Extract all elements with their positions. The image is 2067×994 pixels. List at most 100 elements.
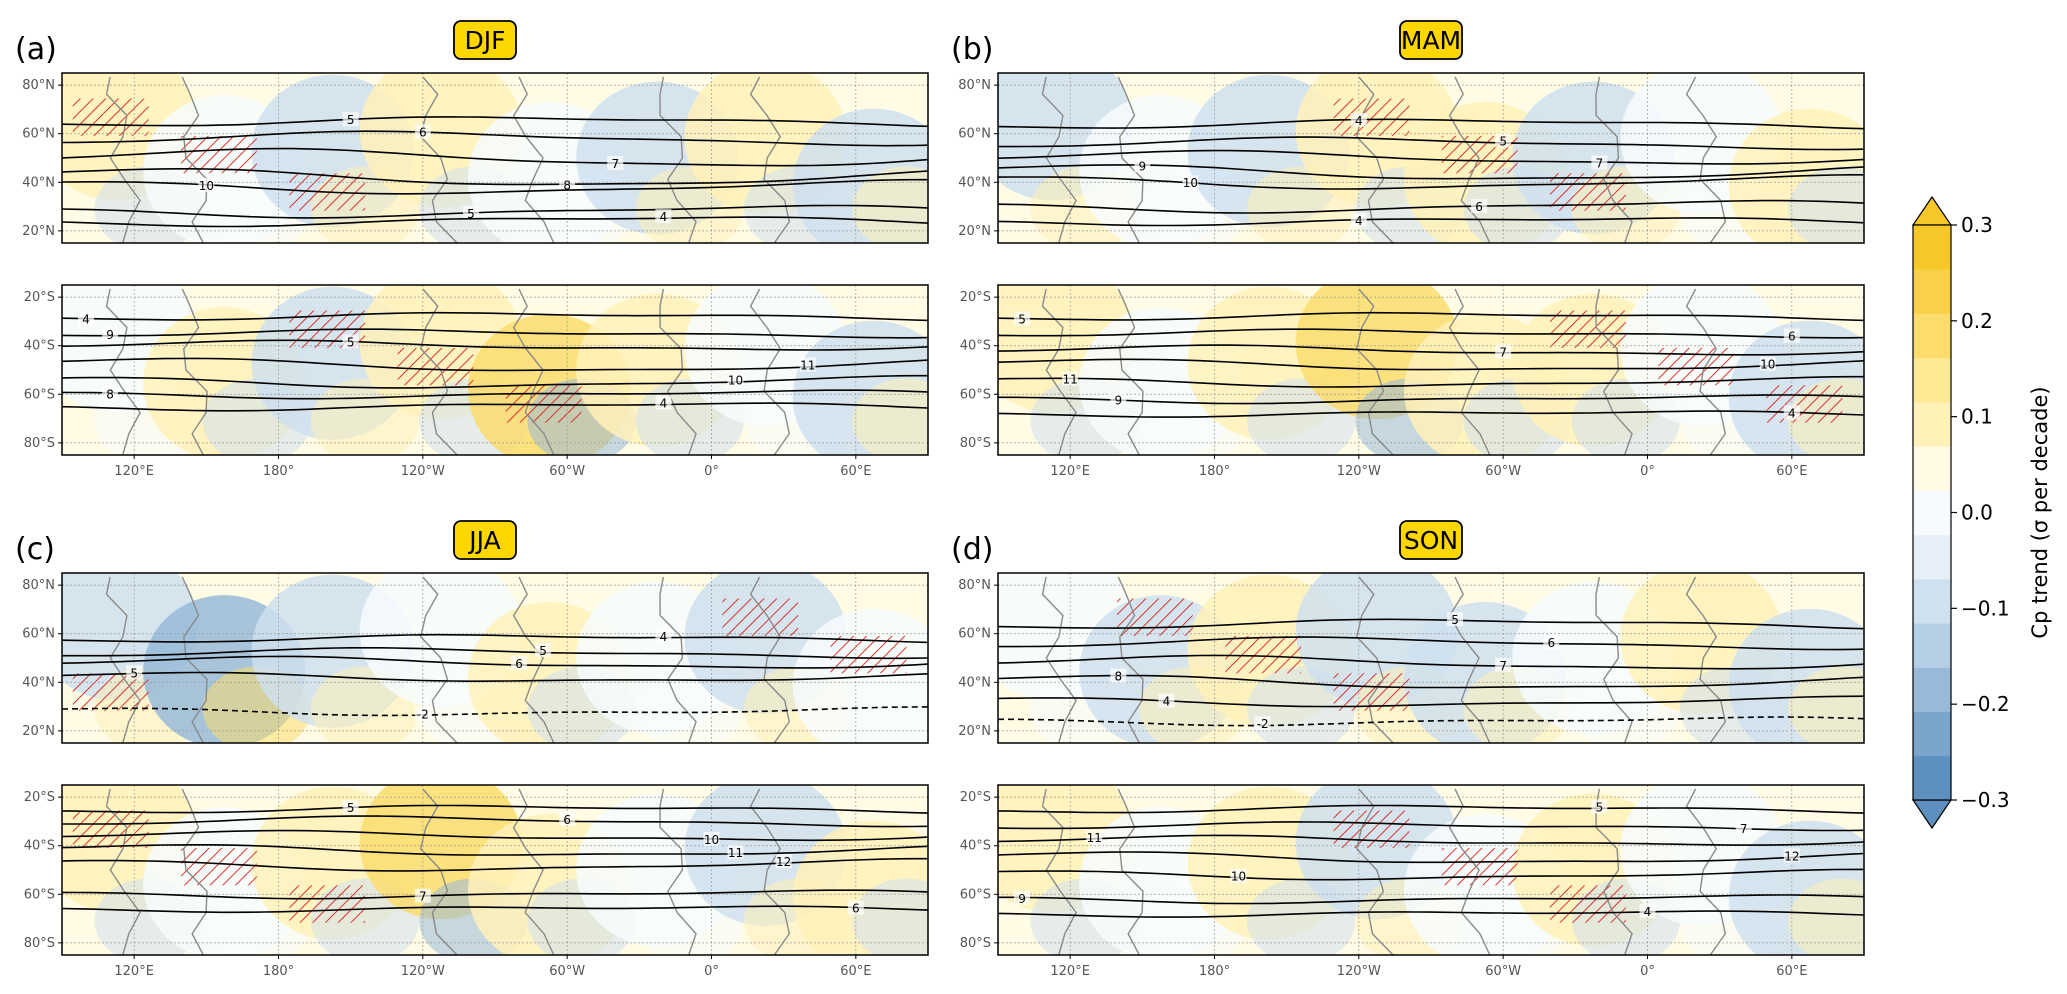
contour-label: 9 xyxy=(1139,159,1147,173)
x-tick-label: 120°W xyxy=(1337,464,1381,479)
contour-label: 7 xyxy=(1740,822,1748,836)
colorbar-segment xyxy=(1913,446,1951,491)
x-tick-label: 60°W xyxy=(1485,964,1521,979)
contour-line xyxy=(62,311,928,322)
contour-line xyxy=(998,636,1864,651)
map-frame xyxy=(61,572,929,744)
contour-label: 11 xyxy=(1063,373,1078,387)
colorbar-label: Cp trend (σ per decade) xyxy=(2028,386,2052,638)
contour-label: 6 xyxy=(563,813,571,827)
x-tick-label: 120°E xyxy=(1050,964,1090,979)
contour-line xyxy=(998,654,1864,670)
panel-label: (a) xyxy=(15,32,57,67)
trend-region xyxy=(852,166,928,243)
map-frame xyxy=(61,284,929,456)
contour-line xyxy=(998,136,1864,151)
colorbar-segment xyxy=(1913,578,1951,624)
contour-line xyxy=(998,118,1864,130)
season-badge xyxy=(453,520,517,560)
contour-label: 7 xyxy=(611,157,619,171)
colorbar-segment xyxy=(1913,755,1951,801)
contour-label: 4 xyxy=(660,210,668,224)
x-tick-label: 60°E xyxy=(840,964,871,979)
contour-line xyxy=(998,311,1864,322)
colorbar-segment xyxy=(1913,534,1951,580)
contour-line xyxy=(998,344,1864,356)
x-tick-label: 120°W xyxy=(401,964,445,979)
y-tick-label: 20°N xyxy=(22,224,55,239)
contour-line xyxy=(998,410,1864,418)
colorbar-segment xyxy=(1913,711,1951,757)
contour-line xyxy=(998,716,1864,727)
panel-son: (d) SON xyxy=(951,520,1463,567)
contour-label: 4 xyxy=(82,313,90,327)
contour-line xyxy=(998,618,1864,630)
contour-label: -2 xyxy=(1257,717,1269,731)
colorbar: 0.3 0.2 0.1 0.0 −0.1 −0.2 −0.3 Cp trend (σ per … xyxy=(1911,195,2052,830)
contour-label: 9 xyxy=(106,328,114,342)
contour-line xyxy=(62,168,928,186)
trend-region xyxy=(1788,666,1864,743)
trend-region xyxy=(852,666,928,743)
significance-hatch xyxy=(72,98,149,136)
coastline xyxy=(105,76,791,243)
contour-line xyxy=(998,695,1864,708)
contour-line xyxy=(998,394,1864,405)
contour-line xyxy=(62,402,928,412)
x-tick-label: 0° xyxy=(704,464,719,479)
contour-label: 8 xyxy=(106,387,114,401)
contour-line xyxy=(62,328,928,339)
contour-label: 5 xyxy=(1451,613,1459,627)
x-tick-label: 120°W xyxy=(1337,964,1381,979)
contour-label: 4 xyxy=(660,396,668,410)
map-frame xyxy=(997,784,1865,956)
contour-label: 4 xyxy=(1355,114,1363,128)
significance-hatch xyxy=(1225,635,1302,674)
season-badge xyxy=(1399,20,1463,60)
contour-label: 6 xyxy=(1788,330,1796,344)
colorbar-segment xyxy=(1913,269,1951,314)
colorbar-tick-label: 0.1 xyxy=(1961,405,1993,429)
y-tick-label: 80°N xyxy=(958,78,991,93)
y-tick-label: 20°N xyxy=(22,724,55,739)
contour-label: -2 xyxy=(417,707,429,721)
colorbar-segment xyxy=(1913,623,1951,668)
contour-line xyxy=(62,655,928,669)
contour-line xyxy=(998,174,1864,190)
contour-label: 4 xyxy=(660,630,668,644)
y-tick-label: 80°S xyxy=(960,936,991,951)
contour-line xyxy=(62,147,928,167)
map-frame xyxy=(61,784,929,956)
map-son-nh: 5 6 7 8 4 -2 80°N 60°N 40°N 20°N xyxy=(958,572,1865,744)
significance-hatch xyxy=(1550,310,1626,348)
contour-line xyxy=(998,674,1864,689)
contour-line xyxy=(62,389,928,400)
y-tick-label: 20°S xyxy=(24,290,55,305)
y-tick-label: 20°N xyxy=(958,224,991,239)
contour-label: 8 xyxy=(1114,670,1122,684)
y-tick-label: 60°S xyxy=(24,887,55,902)
y-tick-label: 60°N xyxy=(22,627,55,642)
significance-hatch xyxy=(72,673,149,711)
panel-label: (c) xyxy=(15,532,55,567)
season-badge xyxy=(1399,520,1463,560)
y-tick-label: 20°N xyxy=(958,724,991,739)
contour-label: 9 xyxy=(1018,892,1026,906)
x-tick-label: 60°E xyxy=(840,464,871,479)
x-tick-label: 0° xyxy=(1640,964,1655,979)
panel-label: (b) xyxy=(951,32,993,67)
contour-line xyxy=(62,815,928,828)
y-tick-label: 40°S xyxy=(960,839,991,854)
contour-line xyxy=(62,357,928,372)
x-tick-label: 180° xyxy=(1199,464,1230,479)
contour-line xyxy=(998,217,1864,227)
contour-label: 4 xyxy=(1163,695,1171,709)
contour-label: 10 xyxy=(728,373,743,387)
x-tick-label: 60°W xyxy=(549,464,585,479)
significance-hatch xyxy=(1550,885,1626,923)
contour-label: 6 xyxy=(419,126,427,140)
contour-label: 5 xyxy=(467,207,475,221)
contour-label: 4 xyxy=(1788,406,1796,420)
contour-label: 11 xyxy=(728,846,743,860)
contour-label: 6 xyxy=(1475,200,1483,214)
